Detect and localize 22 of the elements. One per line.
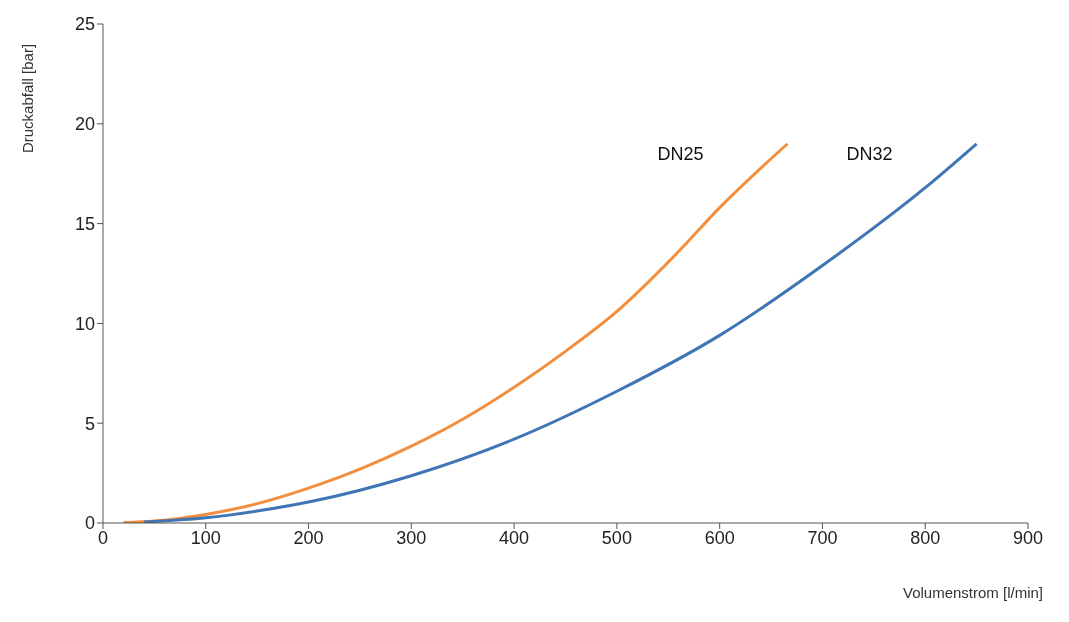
x-tick-label: 900 bbox=[1012, 527, 1044, 548]
y-tick-label: 15 bbox=[74, 213, 95, 234]
line-series bbox=[122, 142, 789, 523]
text: DN32 bbox=[846, 143, 893, 164]
y-tick-label: 0 bbox=[84, 513, 95, 534]
text: DN25 bbox=[657, 143, 704, 164]
x-tick-label: 100 bbox=[190, 527, 221, 548]
y-tick-label: 20 bbox=[74, 114, 95, 135]
x-tick-label: 800 bbox=[910, 527, 941, 548]
y-axis-title: Druckabfall [bar] bbox=[19, 43, 37, 154]
y-tick-label: 5 bbox=[84, 413, 95, 434]
x-tick-label: 600 bbox=[704, 527, 735, 548]
x-tick-label: 0 bbox=[97, 527, 109, 548]
x-tick-label: 200 bbox=[293, 527, 324, 548]
x-tick-label: 500 bbox=[601, 527, 632, 548]
y-tick-label: 25 bbox=[74, 14, 95, 35]
x-tick-label: 400 bbox=[499, 527, 530, 548]
y-tick-label: 10 bbox=[74, 313, 95, 334]
line-series bbox=[142, 142, 979, 523]
x-tick-label: 700 bbox=[807, 527, 838, 548]
x-tick-label: 300 bbox=[396, 527, 427, 548]
x-axis-title: Volumenstrom [l/min] bbox=[902, 584, 1043, 601]
